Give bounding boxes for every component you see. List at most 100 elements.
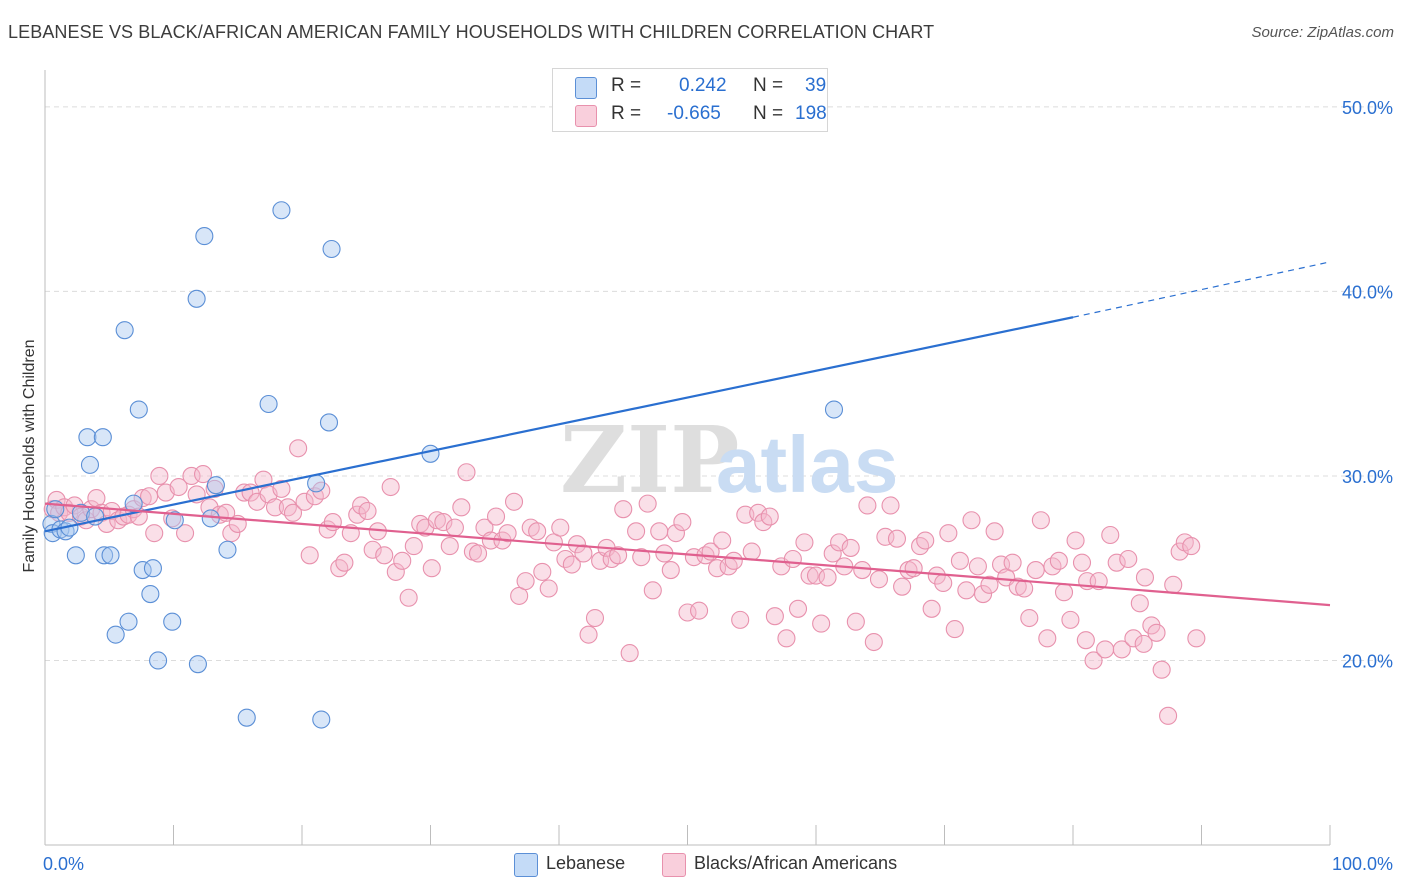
y-tick-label: 20.0%	[1342, 651, 1393, 671]
lebanese-point	[141, 584, 160, 604]
lebanese-point	[165, 511, 184, 530]
lebanese-point	[95, 546, 114, 565]
legend-item-blacks: Blacks/African Americans	[662, 852, 942, 877]
blacks-point	[823, 544, 842, 563]
blacks-point	[300, 546, 319, 565]
blacks-point	[916, 531, 935, 550]
lebanese-point	[218, 540, 237, 559]
y-axis-label: Family Households with Children	[21, 339, 38, 573]
blacks-point	[666, 524, 685, 543]
blacks-point	[684, 548, 703, 567]
blacks-point	[968, 557, 987, 576]
blacks-point	[980, 575, 999, 594]
blacks-point	[713, 531, 732, 550]
lebanese-point	[119, 612, 138, 631]
blacks-point	[887, 529, 907, 548]
blacks-point	[893, 577, 912, 596]
blacks-point	[678, 603, 697, 622]
lebanese-point	[93, 428, 112, 447]
blacks-point	[945, 620, 964, 639]
blacks-trend-line	[44, 502, 1331, 607]
blacks-point	[434, 513, 453, 532]
legend-n-label: N =	[753, 103, 784, 124]
blacks-point	[1107, 553, 1126, 572]
lebanese-point	[319, 413, 339, 432]
blacks-point	[708, 559, 727, 578]
blacks-point	[399, 588, 418, 607]
blacks-point	[818, 568, 837, 587]
blacks-point	[724, 551, 743, 570]
tick-labels: 20.0% 30.0% 40.0% 50.0% 0.0% 100.0%	[43, 98, 1393, 874]
blacks-point	[783, 549, 802, 569]
blacks-point	[962, 511, 981, 530]
x-tick-label: 100.0%	[1332, 854, 1393, 874]
lebanese-point	[71, 503, 91, 522]
chart-source: Source: ZipAtlas.com	[1251, 24, 1394, 41]
lebanese-point	[201, 509, 220, 528]
blacks-point	[533, 562, 552, 581]
blacks-point	[973, 584, 993, 604]
blacks-point	[210, 505, 229, 524]
lebanese-point	[149, 651, 168, 670]
blacks-point	[795, 533, 814, 552]
blacks-point	[145, 524, 164, 543]
blacks-point	[841, 538, 860, 557]
lebanese-point	[188, 655, 207, 674]
blacks-point	[911, 537, 930, 556]
blacks-point	[1026, 561, 1045, 580]
blacks-point	[731, 610, 750, 629]
blacks-point	[468, 544, 488, 563]
blacks-point	[272, 479, 291, 498]
blacks-point	[830, 533, 849, 552]
blacks-point	[864, 632, 883, 652]
grid-lines	[45, 106, 1395, 661]
blacks-point	[1061, 610, 1080, 629]
lebanese-point	[106, 625, 125, 644]
blacks-point	[452, 498, 471, 517]
blacks-point	[869, 570, 889, 589]
blacks-point	[551, 518, 570, 537]
legend-item-lebanese: Lebanese	[514, 852, 644, 877]
legend-label-blacks: Blacks/African Americans	[694, 853, 898, 873]
blacks-point	[673, 513, 692, 532]
blacks-point	[1152, 660, 1171, 679]
blacks-point	[1119, 549, 1138, 569]
lebanese-point	[322, 239, 341, 259]
blacks-point	[422, 559, 441, 578]
blacks-point	[858, 496, 877, 515]
blacks-point	[358, 501, 377, 521]
blacks-point	[330, 559, 349, 578]
blacks-point	[404, 537, 423, 556]
legend-swatch-lebanese	[575, 77, 597, 99]
blacks-point	[579, 625, 598, 644]
blacks-point	[934, 573, 953, 593]
blacks-point	[1112, 640, 1131, 659]
blacks-point	[939, 524, 958, 543]
watermark-zip: ZIP	[560, 406, 739, 514]
legend-n-value: 198	[795, 103, 827, 124]
blacks-point	[620, 644, 639, 663]
lebanese-point	[312, 710, 331, 729]
blacks-point	[1130, 594, 1149, 613]
legend-r-value: -0.665	[667, 103, 721, 124]
lebanese-point	[824, 400, 844, 419]
legend-r-label: R =	[611, 103, 642, 124]
blacks-point	[812, 614, 831, 633]
blacks-point	[1072, 553, 1092, 572]
lebanese-point	[195, 227, 214, 246]
blacks-point	[176, 524, 195, 543]
blacks-point	[853, 561, 872, 580]
blacks-point	[1015, 579, 1034, 598]
blacks-point	[609, 546, 628, 565]
lebanese-point	[80, 455, 100, 474]
blacks-point	[363, 540, 382, 559]
blacks-point	[1159, 706, 1178, 725]
blacks-point	[133, 489, 152, 508]
blacks-point	[1134, 634, 1153, 653]
legend-r-label: R =	[611, 75, 642, 96]
lebanese-point	[115, 321, 134, 340]
y-tick-label: 30.0%	[1342, 467, 1393, 487]
blacks-point	[742, 542, 761, 561]
blacks-point	[1049, 551, 1068, 570]
